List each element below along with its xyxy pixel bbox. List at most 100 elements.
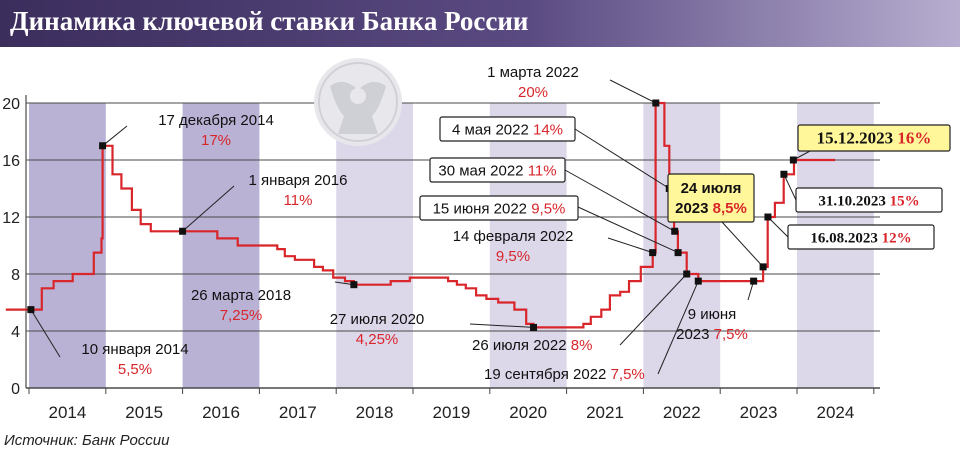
data-point-marker	[27, 306, 35, 314]
leader-line	[609, 79, 657, 104]
annotation-date: 4 мая 2022	[452, 122, 533, 139]
annotation-rate: 20%	[518, 84, 548, 101]
annotation-date: 30 мая 2022	[438, 163, 527, 180]
leader-line	[182, 185, 235, 232]
leader-line	[102, 125, 128, 147]
data-point-marker	[350, 281, 358, 289]
annotation-rate: 9,5%	[496, 248, 530, 265]
annotation-rate: 9,5%	[531, 201, 565, 218]
year-band-2018	[336, 103, 413, 388]
annotation-rate: 7,5%	[714, 326, 748, 343]
y-tick-label: 16	[2, 153, 20, 170]
annotation-rate: 7,25%	[220, 307, 263, 324]
annotation-rate: 12%	[882, 231, 912, 247]
x-tick-label-2016: 2016	[202, 403, 240, 422]
annotation-rate: 14%	[533, 122, 563, 139]
annotation-date: 27 июля 2020	[330, 311, 425, 328]
data-point-marker	[750, 277, 758, 285]
data-point-marker	[789, 156, 797, 164]
leader-line	[469, 323, 534, 328]
x-axis: 2014 2015 2016 2017 2018 2019 2020 2021 2022 2023…	[28, 388, 875, 422]
annotation-date: 10 января 2014	[81, 341, 188, 358]
annotation-rate: 7,5%	[611, 366, 645, 383]
x-tick-label-2019: 2019	[432, 403, 470, 422]
x-tick-label-2018: 2018	[356, 403, 394, 422]
annotation-label: 16.08.2023 12%	[810, 231, 911, 247]
label-box	[439, 116, 576, 142]
annotation-8: 30 мая 2022 11%	[429, 157, 679, 235]
annotation-3: 26 марта 2018 7,25%	[191, 281, 358, 324]
data-point-marker	[674, 249, 682, 257]
annotation-date: 14 февраля 2022	[453, 228, 574, 245]
x-tick-label-2021: 2021	[586, 403, 624, 422]
data-point-marker	[649, 249, 657, 257]
x-tick-label-2020: 2020	[509, 403, 547, 422]
y-tick-label: 4	[11, 324, 20, 341]
annotation-date: 15 июня 2022	[433, 201, 532, 218]
leader-line	[721, 221, 764, 268]
annotation-date: 1 марта 2022	[487, 64, 579, 81]
annotation-rate: 15%	[890, 194, 920, 210]
annotation-date: 24 июля	[681, 180, 742, 197]
leader-line	[30, 309, 61, 358]
annotation-10: 26 июля 2022 8%	[472, 270, 691, 354]
annotation-date: 16.08.2023	[810, 231, 881, 247]
annotation-4: 27 июля 2020 4,25%	[330, 311, 538, 348]
leader-line	[657, 280, 699, 375]
annotation-rate: 11%	[528, 163, 557, 180]
leader-line	[564, 169, 675, 232]
x-tick-label-2022: 2022	[663, 403, 701, 422]
annotation-date: 1 января 2016	[249, 172, 348, 189]
title-bar: Динамика ключевой ставки Банка России	[0, 0, 960, 47]
annotations: 10 января 2014 5,5% 17 декабря 2014 17% 1 ян…	[27, 64, 951, 383]
x-tick-label-2024: 2024	[816, 403, 854, 422]
annotation-rate: 16%	[897, 129, 931, 148]
annotation-label: 26 июля 2022 8%	[472, 337, 592, 354]
label-box	[787, 224, 935, 250]
annotation-date: 17 декабря 2014	[158, 112, 274, 129]
annotation-rate: 4,25%	[356, 331, 399, 348]
annotation-7: 4 мая 2022 14%	[439, 116, 673, 192]
annotation-0: 10 января 2014 5,5%	[27, 306, 189, 378]
label-box	[429, 157, 566, 183]
x-tick-label-2017: 2017	[279, 403, 317, 422]
annotation-date: 19 сентября 2022	[484, 366, 611, 383]
leader-line	[783, 174, 797, 201]
annotation-label: 31.10.2023 15%	[818, 194, 919, 210]
annotation-rate: 17%	[201, 132, 231, 149]
y-tick-label: 20	[2, 96, 20, 113]
annotation-12: 9 июня 2023 7,5%	[676, 277, 758, 343]
annotation-rate: 8%	[571, 337, 593, 354]
annotation-rate: 11%	[284, 192, 313, 209]
annotation-label: 2023 7,5%	[676, 326, 748, 343]
label-box	[667, 173, 755, 223]
annotation-date: 26 июля 2022	[472, 337, 571, 354]
eagle-icon	[330, 81, 386, 134]
leader-line	[574, 128, 670, 189]
annotation-13: 24 июля 2023 8,5%	[667, 173, 767, 271]
source-note: Источник: Банк России	[4, 432, 170, 449]
annotation-date: 15.12.2023	[817, 129, 898, 148]
emblem-shield	[350, 88, 366, 104]
annotation-16: 15.12.2023 16%	[789, 124, 951, 164]
data-point-marker	[694, 277, 702, 285]
annotation-year: 2023	[675, 200, 713, 217]
annotation-date: 9 июня	[688, 306, 737, 323]
year-band-2014	[29, 103, 106, 388]
annotation-15: 31.10.2023 15%	[780, 170, 943, 213]
annotation-label: 30 мая 2022 11%	[438, 163, 556, 180]
annotation-6: 1 марта 2022 20%	[487, 64, 660, 107]
data-point-marker	[780, 170, 788, 178]
annotation-rate: 8,5%	[713, 200, 747, 217]
data-point-marker	[671, 227, 679, 235]
data-point-marker	[764, 213, 772, 221]
annotation-date: 31.10.2023	[818, 194, 889, 210]
annotation-2: 1 января 2016 11%	[179, 172, 347, 235]
annotation-label: 19 сентября 2022 7,5%	[484, 366, 645, 383]
annotation-date: 26 марта 2018	[191, 287, 291, 304]
label-box	[797, 124, 951, 152]
annotation-9: 15 июня 2022 9,5%	[419, 195, 682, 257]
emblem-logo	[314, 58, 402, 146]
label-box	[419, 195, 579, 221]
